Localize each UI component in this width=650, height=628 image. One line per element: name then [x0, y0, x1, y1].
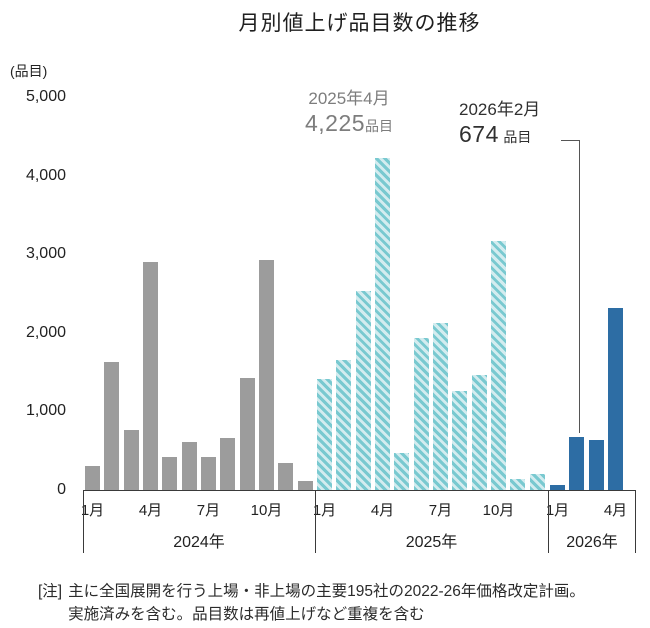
- bar-2025年-8月: [452, 391, 468, 490]
- annotation-2025-apr-label: 2025年4月: [308, 89, 390, 108]
- y-tick-0: 0: [57, 481, 66, 498]
- annotation-2025-apr: 2025年4月 4,225品目: [293, 88, 405, 136]
- y-tick-3000: 3,000: [25, 245, 66, 263]
- annotation-connector-vertical-line: [579, 140, 580, 433]
- x-tick-2026年-4月: 4月: [603, 502, 628, 519]
- bar-2026年-3月: [588, 440, 604, 490]
- x-tick-2024年-1月: 1月: [80, 502, 105, 519]
- bar-2025年-4月: [374, 158, 390, 490]
- x-tick-2025年-7月: 7月: [428, 502, 453, 519]
- bar-2024年-3月: [123, 430, 139, 490]
- footnote-text: 主に全国展開を行う上場・非上場の主要195社の2022-26年価格改定計画。 実…: [68, 580, 638, 627]
- bar-2026年-2月: [569, 437, 585, 490]
- axis-separator-1: [315, 490, 316, 553]
- bar-2024年-8月: [220, 438, 236, 490]
- annotation-2025-apr-unit: 品目: [365, 118, 394, 134]
- x-tick-2026年-1月: 1月: [545, 502, 570, 519]
- bar-2024年-2月: [104, 362, 120, 490]
- bar-2025年-6月: [413, 338, 429, 490]
- y-tick-2000: 2,000: [25, 323, 66, 341]
- annotation-connector-horizontal-line: [561, 140, 580, 141]
- bar-2025年-1月: [317, 379, 332, 490]
- axis-separator-3: [635, 490, 636, 553]
- x-axis-baseline: [83, 490, 636, 491]
- annotation-2026-feb-label: 2026年2月: [459, 100, 541, 119]
- footnote: [注] 主に全国展開を行う上場・非上場の主要195社の2022-26年価格改定計…: [38, 580, 638, 627]
- bar-2024年-9月: [239, 378, 255, 490]
- bar-2025年-2月: [336, 360, 352, 490]
- x-tick-2024年-10月: 10月: [250, 502, 283, 519]
- chart-title: 月別値上げ品目数の推移: [238, 12, 481, 35]
- annotation-2026-feb: 2026年2月 674 品目: [459, 99, 540, 147]
- footnote-line1: 主に全国展開を行う上場・非上場の主要195社の2022-26年価格改定計画。: [68, 583, 585, 600]
- year-label-2024年: 2024年: [173, 534, 225, 551]
- bar-2025年-10月: [490, 241, 506, 490]
- x-tick-2025年-10月: 10月: [482, 502, 515, 519]
- bar-2024年-6月: [181, 442, 197, 490]
- annotation-2026-feb-value: 674: [459, 121, 499, 147]
- bar-2025年-9月: [471, 375, 487, 490]
- bar-2024年-12月: [297, 481, 313, 490]
- bar-2026年-4月: [607, 308, 623, 490]
- bar-2024年-5月: [162, 457, 178, 490]
- axis-separator-0: [83, 490, 84, 553]
- x-tick-2025年-1月: 1月: [312, 502, 337, 519]
- x-tick-2024年-4月: 4月: [138, 502, 163, 519]
- bar-2024年-10月: [258, 260, 274, 490]
- bar-2025年-12月: [529, 474, 545, 490]
- x-tick-2024年-7月: 7月: [196, 502, 221, 519]
- y-axis-unit-label: (品目): [10, 63, 48, 79]
- bar-2024年-4月: [142, 262, 158, 490]
- annotation-2026-feb-unit: 品目: [503, 129, 532, 145]
- y-tick-5000: 5,000: [25, 88, 66, 105]
- year-label-2025年: 2025年: [405, 534, 458, 551]
- bar-2024年-11月: [278, 463, 294, 490]
- bar-2025年-3月: [355, 291, 371, 490]
- footnote-prefix: [注]: [38, 583, 63, 600]
- axis-separator-2: [548, 490, 549, 553]
- y-tick-1000: 1,000: [25, 402, 66, 420]
- annotation-2025-apr-value: 4,225: [304, 110, 366, 136]
- y-tick-4000: 4,000: [25, 166, 66, 184]
- bar-2025年-7月: [432, 323, 448, 490]
- bar-2025年-5月: [394, 453, 410, 490]
- bar-2026年-1月: [550, 485, 565, 490]
- year-label-2026年: 2026年: [566, 534, 618, 551]
- bar-2024年-1月: [85, 466, 100, 490]
- x-tick-2025年-4月: 4月: [370, 502, 395, 519]
- bar-2024年-7月: [200, 457, 216, 490]
- footnote-line2: 実施済みを含む。品目数は再値上げなど重複を含む: [68, 606, 425, 624]
- bar-2025年-11月: [510, 479, 526, 490]
